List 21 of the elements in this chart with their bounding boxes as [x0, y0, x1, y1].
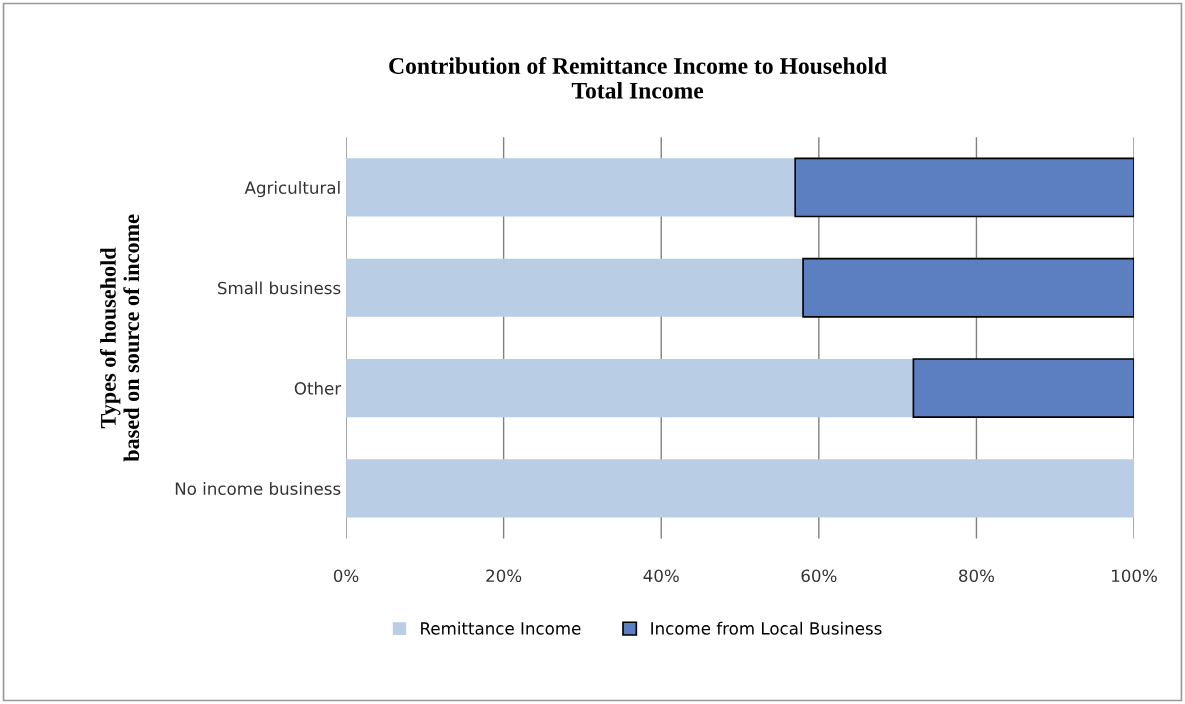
y-tick-label: Small business [218, 281, 341, 295]
x-tick-label: 20% [486, 569, 522, 583]
y-tick-label: Other [294, 381, 342, 395]
bar [346, 459, 1135, 518]
x-tick-label: 40% [643, 569, 679, 583]
bar [794, 157, 1135, 218]
bar [802, 257, 1135, 318]
y-tick-label: Agricultural [244, 181, 340, 198]
bar [346, 158, 796, 217]
legend-label: Income from Local Business [651, 621, 882, 635]
chart-title: Contribution of Remittance Income to Household Total Income [389, 57, 887, 99]
x-tick-label: 0% [333, 569, 359, 583]
x-tick-label: 60% [801, 569, 837, 583]
bar [346, 258, 804, 317]
y-axis-title: Types of household based on source of income [99, 214, 140, 462]
legend-label: Remittance Income [421, 621, 581, 635]
x-tick-label: 80% [959, 569, 995, 583]
x-tick-label: 100% [1112, 569, 1157, 583]
bar [912, 358, 1135, 419]
bar [346, 358, 914, 418]
y-tick-label: No income business [175, 482, 341, 495]
